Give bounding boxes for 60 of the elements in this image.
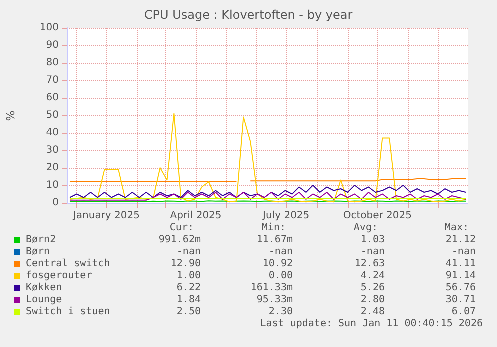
text: 0.00	[268, 270, 293, 282]
legend-label: fosgerouter	[26, 270, 92, 282]
y-tick-label: 50	[46, 110, 59, 121]
y-tick-label: 30	[46, 145, 59, 156]
y-tick-label: 10	[46, 180, 59, 191]
x-tick-label: January 2025	[72, 210, 140, 222]
text: 6.07	[452, 306, 476, 318]
y-tick-label: 90	[46, 40, 59, 51]
legend-label: Lounge	[26, 294, 62, 306]
line-series	[69, 113, 467, 203]
x-tick-label: October 2025	[343, 210, 412, 222]
y-tick-label: 40	[46, 128, 59, 138]
text: 6.22	[176, 282, 201, 294]
text: 161.33m	[250, 282, 293, 294]
legend-label: Børn2	[26, 234, 56, 246]
text: 5.26	[360, 282, 385, 294]
text: Min:	[262, 222, 286, 234]
text: 2.80	[360, 294, 385, 306]
y-tick-label: 60	[46, 92, 59, 104]
text: 2.48	[360, 306, 385, 318]
text: 2.50	[176, 306, 201, 318]
line-series	[69, 185, 467, 198]
text: 41.11	[446, 258, 476, 270]
y-tick-label: 0	[52, 198, 59, 208]
text: -nan	[268, 246, 293, 258]
text: -nan	[452, 246, 476, 258]
text: 91.14	[446, 270, 476, 282]
legend-label: Switch i stuen	[26, 306, 110, 318]
y-tick-label: 70	[46, 75, 59, 86]
x-tick-label: July 2025	[262, 210, 310, 222]
text: -nan	[360, 246, 385, 258]
chart-title: CPU Usage : Klovertoften - by year	[144, 8, 353, 22]
legend-label: Børn	[26, 246, 50, 258]
text: 30.71	[446, 294, 476, 306]
text: 2.30	[268, 306, 293, 318]
text: 1.03	[360, 234, 385, 246]
y-tick-label: 20	[46, 162, 59, 174]
text: 95.33m	[256, 294, 293, 306]
legend-label: Central switch	[26, 258, 110, 270]
text: 1.84	[176, 294, 201, 306]
line-series	[69, 192, 467, 201]
text: 1.00	[176, 270, 201, 282]
x-tick-label: April 2025	[170, 210, 222, 222]
text: Max:	[444, 222, 469, 234]
text: 10.92	[262, 258, 293, 270]
y-axis-title: %	[4, 110, 18, 122]
text: 21.12	[446, 234, 476, 246]
text: Last update: Sun Jan 11 00:40:15 2026	[260, 318, 483, 330]
text: Avg:	[354, 222, 378, 234]
y-tick-label: 100	[40, 22, 59, 34]
text: 4.24	[360, 270, 385, 282]
text: Cur:	[170, 222, 194, 234]
legend-label: Køkken	[26, 282, 62, 294]
y-tick-label: 80	[46, 58, 59, 68]
text: 12.63	[354, 258, 385, 270]
text: 11.67m	[256, 234, 293, 246]
text: -nan	[176, 246, 201, 258]
text: 12.90	[170, 258, 201, 270]
text: 991.62m	[158, 234, 201, 246]
text: 56.76	[446, 282, 476, 294]
